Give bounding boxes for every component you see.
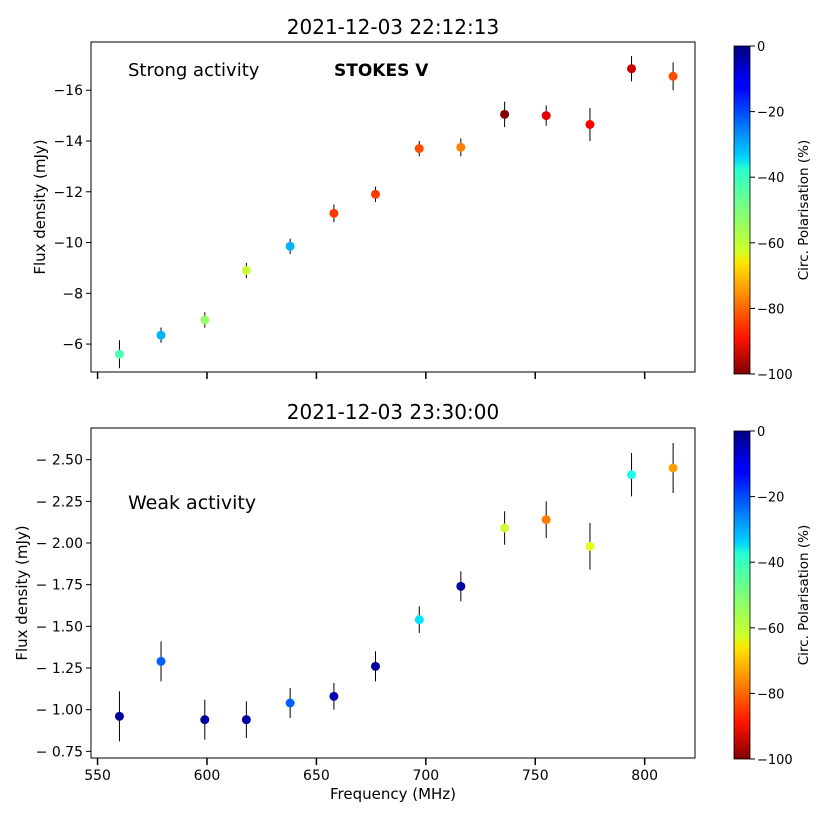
colorbar-tick-label: −80 <box>757 687 784 702</box>
y-tick-label: −16 <box>53 83 83 99</box>
data-point <box>627 64 637 74</box>
data-point <box>285 241 295 251</box>
data-point <box>414 144 424 154</box>
x-tick-label: 700 <box>412 768 439 784</box>
x-tick-label: 750 <box>522 768 549 784</box>
y-tick-label: − 1.00 <box>36 703 83 719</box>
data-point <box>241 715 251 725</box>
weak-activity-annotation: Weak activity <box>128 492 256 514</box>
bottom-colorbar-ticks: 0 −20 −40 −60 −80 −100 <box>750 425 793 768</box>
colorbar-tick-label: −20 <box>757 491 784 506</box>
bottom-data-points <box>114 443 678 742</box>
x-tick-label: 800 <box>631 768 658 784</box>
x-axis-label: Frequency (MHz) <box>330 785 456 803</box>
y-tick-label: − 0.75 <box>36 744 83 760</box>
y-tick-label: −6 <box>62 337 83 353</box>
data-point <box>329 691 339 701</box>
data-point <box>200 715 210 725</box>
bottom-colorbar-label: Circ. Polarisation (%) <box>796 525 812 666</box>
data-point <box>414 615 424 625</box>
data-point <box>114 711 124 721</box>
bottom-colorbar <box>733 430 751 760</box>
data-point <box>500 523 510 533</box>
top-plot-frame <box>90 41 696 373</box>
data-point <box>156 656 166 666</box>
stokes-v-annotation: STOKES V <box>334 61 429 81</box>
data-point <box>456 142 466 152</box>
bottom-y-ticks: − 0.75 − 1.00 − 1.25 − 1.50 − 1.75 − 2.00 − 2.… <box>36 453 91 760</box>
colorbar-tick-label: −60 <box>757 237 784 252</box>
data-point <box>370 661 380 671</box>
data-point <box>541 111 551 121</box>
data-point <box>329 208 339 218</box>
colorbar-tick-label: −100 <box>757 753 793 768</box>
y-tick-label: −14 <box>53 134 83 150</box>
y-tick-label: − 1.50 <box>36 619 83 635</box>
bottom-y-axis-label: Flux density (mJy) <box>13 525 31 660</box>
colorbar-tick-label: 0 <box>757 40 765 55</box>
data-point <box>627 470 637 480</box>
data-point <box>541 515 551 525</box>
y-tick-label: − 1.25 <box>36 661 83 677</box>
top-x-ticks <box>96 372 646 379</box>
top-title: 2021-12-03 22:12:13 <box>287 15 499 39</box>
y-tick-label: − 2.00 <box>36 536 83 552</box>
data-point <box>241 265 251 275</box>
top-colorbar-label: Circ. Polarisation (%) <box>796 140 812 281</box>
bottom-panel: 2021-12-03 23:30:00 − 0.75− 1.00− 1.25− … <box>13 400 812 803</box>
colorbar-tick-label: −80 <box>757 302 784 317</box>
data-point <box>114 349 124 359</box>
bottom-plot-frame <box>90 427 696 759</box>
data-point <box>668 71 678 81</box>
bottom-x-ticks: 550 600 650 700 750 800 <box>84 758 658 784</box>
y-tick-label: −10 <box>53 236 83 252</box>
data-point <box>156 330 166 340</box>
data-point <box>200 315 210 325</box>
x-tick-label: 550 <box>84 768 111 784</box>
y-tick-label: − 2.25 <box>36 494 83 510</box>
data-point <box>585 541 595 551</box>
data-point <box>370 189 380 199</box>
x-tick-label: 650 <box>303 768 330 784</box>
colorbar-tick-label: −100 <box>757 368 793 383</box>
y-tick-label: − 1.75 <box>36 578 83 594</box>
data-point <box>668 463 678 473</box>
top-y-axis-label: Flux density (mJy) <box>31 139 49 274</box>
top-panel: 2021-12-03 22:12:13 −6 −8 −10 −12 −14 −16 Flu… <box>31 15 812 383</box>
y-tick-label: −8 <box>62 286 83 302</box>
colorbar-tick-label: −60 <box>757 622 784 637</box>
top-y-ticks: −6 −8 −10 −12 −14 −16 <box>53 83 91 353</box>
strong-activity-annotation: Strong activity <box>128 60 260 81</box>
colorbar-tick-label: 0 <box>757 425 765 440</box>
colorbar-tick-label: −20 <box>757 106 784 121</box>
top-colorbar <box>733 45 751 375</box>
bottom-title: 2021-12-03 23:30:00 <box>287 400 499 424</box>
top-data-points <box>114 55 678 369</box>
colorbar-tick-label: −40 <box>757 556 784 571</box>
x-tick-label: 600 <box>194 768 221 784</box>
data-point <box>500 109 510 119</box>
data-point <box>285 698 295 708</box>
data-point <box>585 120 595 129</box>
data-point <box>456 581 466 591</box>
y-tick-label: −12 <box>53 185 83 201</box>
y-tick-label: − 2.50 <box>36 453 83 469</box>
top-colorbar-ticks: 0 −20 −40 −60 −80 −100 <box>750 40 793 383</box>
colorbar-tick-label: −40 <box>757 171 784 186</box>
